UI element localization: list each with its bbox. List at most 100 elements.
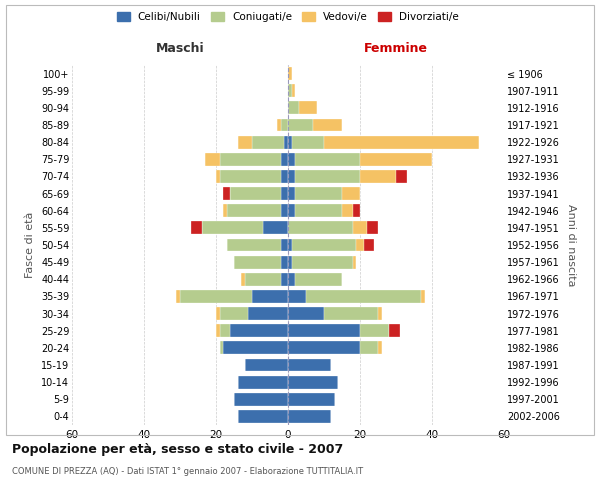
Text: Femmine: Femmine (364, 42, 428, 54)
Bar (252, 136, 284, 148)
Bar (288, 153, 295, 166)
Bar (234, 256, 281, 268)
Bar (324, 307, 378, 320)
Bar (238, 136, 252, 148)
Bar (389, 324, 400, 337)
Bar (176, 290, 180, 303)
Bar (281, 153, 288, 166)
Bar (216, 307, 220, 320)
Bar (313, 118, 342, 132)
Bar (241, 273, 245, 285)
Bar (324, 136, 479, 148)
Bar (292, 84, 295, 97)
Bar (220, 307, 248, 320)
Bar (421, 290, 425, 303)
Bar (378, 342, 382, 354)
Bar (223, 187, 230, 200)
Bar (367, 222, 378, 234)
Bar (288, 222, 353, 234)
Text: Popolazione per età, sesso e stato civile - 2007: Popolazione per età, sesso e stato civil… (12, 442, 343, 456)
Bar (295, 187, 342, 200)
Bar (342, 187, 360, 200)
Bar (220, 342, 223, 354)
Bar (288, 273, 295, 285)
Bar (227, 204, 281, 217)
Bar (288, 187, 295, 200)
Bar (245, 273, 281, 285)
Bar (288, 307, 324, 320)
Bar (342, 204, 353, 217)
Bar (360, 324, 389, 337)
Bar (227, 238, 281, 252)
Legend: Celibi/Nubili, Coniugati/e, Vedovi/e, Divorziati/e: Celibi/Nubili, Coniugati/e, Vedovi/e, Di… (113, 8, 463, 26)
Bar (230, 187, 281, 200)
Bar (220, 153, 281, 166)
Bar (299, 102, 317, 114)
Bar (288, 118, 313, 132)
Bar (248, 307, 288, 320)
Bar (288, 376, 338, 388)
Bar (288, 324, 360, 337)
Bar (353, 222, 367, 234)
Bar (245, 358, 288, 372)
Bar (292, 136, 324, 148)
Bar (281, 256, 288, 268)
Bar (295, 170, 360, 183)
Bar (281, 118, 288, 132)
Bar (288, 204, 295, 217)
Bar (378, 307, 382, 320)
Bar (288, 342, 360, 354)
Bar (306, 290, 421, 303)
Bar (281, 187, 288, 200)
Bar (288, 170, 295, 183)
Bar (288, 238, 292, 252)
Y-axis label: Fasce di età: Fasce di età (25, 212, 35, 278)
Bar (216, 170, 220, 183)
Bar (205, 153, 220, 166)
Bar (277, 118, 281, 132)
Bar (191, 222, 202, 234)
Text: Maschi: Maschi (155, 42, 205, 54)
Bar (295, 204, 342, 217)
Bar (238, 410, 288, 423)
Bar (220, 324, 230, 337)
Text: COMUNE DI PREZZA (AQ) - Dati ISTAT 1° gennaio 2007 - Elaborazione TUTTITALIA.IT: COMUNE DI PREZZA (AQ) - Dati ISTAT 1° ge… (12, 468, 363, 476)
Bar (223, 204, 227, 217)
Bar (263, 222, 288, 234)
Bar (281, 204, 288, 217)
Bar (360, 170, 396, 183)
Bar (292, 238, 356, 252)
Y-axis label: Anni di nascita: Anni di nascita (566, 204, 577, 286)
Bar (288, 136, 292, 148)
Bar (364, 238, 374, 252)
Bar (234, 393, 288, 406)
Bar (356, 238, 364, 252)
Bar (238, 376, 288, 388)
Bar (353, 256, 356, 268)
Bar (288, 358, 331, 372)
Bar (288, 256, 292, 268)
Bar (284, 136, 288, 148)
Bar (288, 67, 292, 80)
Bar (360, 342, 378, 354)
Bar (288, 410, 331, 423)
Bar (220, 170, 281, 183)
Bar (216, 324, 220, 337)
Bar (295, 273, 342, 285)
Bar (281, 170, 288, 183)
Bar (281, 238, 288, 252)
Bar (288, 102, 299, 114)
Bar (288, 393, 335, 406)
Bar (252, 290, 288, 303)
Bar (230, 324, 288, 337)
Bar (292, 256, 353, 268)
Bar (281, 273, 288, 285)
Bar (360, 153, 432, 166)
Bar (396, 170, 407, 183)
Bar (202, 222, 263, 234)
Bar (288, 290, 306, 303)
Bar (295, 153, 360, 166)
Bar (353, 204, 360, 217)
Bar (223, 342, 288, 354)
Bar (180, 290, 252, 303)
